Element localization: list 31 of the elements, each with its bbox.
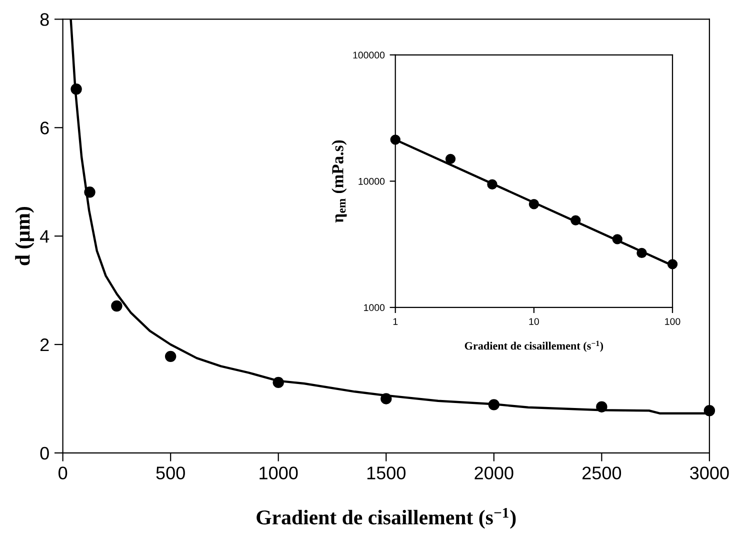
point [111, 300, 122, 312]
y-tick-label: 1000 [364, 304, 385, 312]
x-tick-label: 1500 [367, 466, 406, 480]
point [704, 405, 716, 416]
x-tick-label: 2500 [582, 466, 622, 480]
y-tick-label: 4 [40, 230, 50, 243]
y-tick-label: 100000 [353, 52, 385, 59]
x-tick-label: 3000 [690, 466, 729, 480]
x-tick-label: 10 [529, 318, 539, 325]
point [272, 376, 284, 388]
point [488, 399, 500, 410]
y-tick-label: 8 [40, 13, 49, 26]
x-tick-label: 0 [58, 466, 68, 480]
x-tick-label: 500 [156, 466, 185, 480]
point [84, 186, 96, 198]
point [380, 393, 392, 404]
y-tick-label: 6 [40, 122, 49, 134]
x-tick-label: 1000 [260, 466, 298, 480]
y-axis-title: η$_{em}$ (mPa.s) [332, 140, 347, 223]
y-tick-label: 10000 [358, 178, 385, 185]
point [164, 350, 176, 362]
x-tick-label: 100 [665, 318, 680, 325]
x-tick-label: 2000 [474, 466, 514, 480]
point [596, 401, 608, 412]
y-axis-title: d (µm) [15, 206, 34, 266]
x-tick-label: 1 [393, 318, 398, 325]
y-tick-label: 0 [40, 446, 49, 460]
y-tick-label: 2 [40, 338, 49, 352]
x-axis-title: Gradient de cisaillement (s$^{−1}$) [464, 340, 604, 352]
x-axis-title: Gradient de cisaillement (s$^{−1}$) [256, 508, 516, 529]
point [70, 84, 82, 95]
